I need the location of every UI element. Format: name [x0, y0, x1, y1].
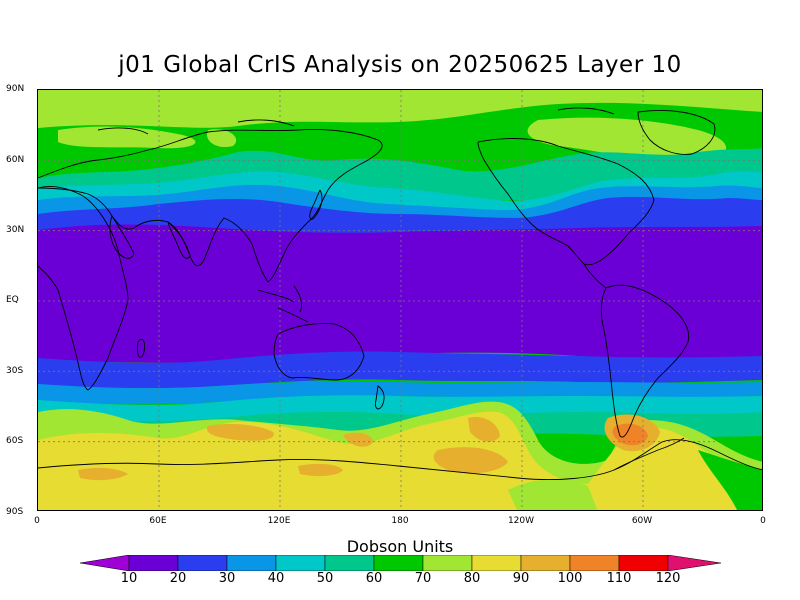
- japan-coast: [309, 189, 323, 220]
- colorbar-swatch-60-70: [373, 555, 424, 571]
- gold-patch-antarctic-b: [78, 467, 128, 481]
- orange-patch-drake: [612, 423, 648, 446]
- tropical-purple-band: [38, 224, 762, 363]
- lon-label-180: 180: [391, 516, 409, 526]
- colorbar-swatch-10-20: [128, 555, 179, 571]
- lat-label-30n: 30N: [6, 225, 25, 235]
- colorbar-swatch-50-60: [324, 555, 375, 571]
- lon-label-60e: 60E: [149, 516, 167, 526]
- lat-label-eq: EQ: [6, 295, 19, 305]
- south-america-coast: [600, 284, 690, 438]
- gold-patch-indian: [207, 424, 274, 441]
- indonesia-coast: [257, 285, 309, 323]
- colorbar-title: Dobson Units: [346, 537, 454, 556]
- lon-label-0-left: 0: [34, 516, 40, 526]
- colorbar-right-arrow: [667, 555, 721, 571]
- antarctic-peninsula-coast: [613, 437, 685, 471]
- ozone-map-svg: [38, 90, 762, 510]
- colorbar-label-80: 80: [463, 571, 481, 586]
- ozone-map: [37, 89, 763, 511]
- lon-label-120e: 120E: [267, 516, 291, 526]
- arctic-lime-region: [38, 90, 762, 128]
- sh-blue-band: [38, 351, 762, 389]
- colorbar-label-90: 90: [512, 571, 530, 586]
- colorbar-left-arrow: [80, 555, 130, 571]
- lat-label-90n: 90N: [6, 84, 25, 94]
- graticule: [38, 90, 762, 510]
- gold-patch-antarctic-a: [298, 463, 343, 477]
- colorbar-swatch-80-90: [471, 555, 522, 571]
- colorbar-label-30: 30: [218, 571, 236, 586]
- sh-lime-gap: [508, 479, 598, 510]
- australia-coast: [273, 323, 365, 381]
- gold-patch-pacific: [468, 416, 500, 442]
- lon-label-60w: 60W: [631, 516, 653, 526]
- colorbar-swatch-70-80: [422, 555, 473, 571]
- colorbar-swatch-110-120: [618, 555, 669, 571]
- arctic-lime-patch-c: [207, 129, 237, 148]
- gold-patch-tasman: [343, 432, 373, 447]
- map-title: j01 Global CrIS Analysis on 20250625 Lay…: [118, 52, 682, 78]
- colorbar-swatch-20-30: [177, 555, 228, 571]
- gold-patch-ross: [433, 447, 508, 474]
- sh-green-gap: [698, 450, 762, 510]
- eurasia-coast: [38, 129, 383, 283]
- arctic-lime-patch-a: [58, 126, 196, 149]
- colorbar-swatch-90-100: [520, 555, 571, 571]
- colorbar-swatch-30-40: [226, 555, 277, 571]
- antarctica-coast: [38, 439, 762, 480]
- lat-label-30s: 30S: [6, 366, 24, 376]
- lat-label-60n: 60N: [6, 155, 25, 165]
- india-coast: [167, 220, 191, 259]
- north-america-coast: [477, 138, 655, 266]
- coastlines: [38, 107, 762, 480]
- colorbar-label-70: 70: [414, 571, 432, 586]
- central-america-coast: [583, 263, 607, 289]
- arabia-coast: [109, 214, 135, 259]
- sh-sky-band: [38, 381, 762, 405]
- lon-label-0-right: 0: [760, 516, 766, 526]
- lat-label-90s: 90S: [6, 507, 24, 517]
- colorbar-label-10: 10: [120, 571, 138, 586]
- colorbar-label-40: 40: [267, 571, 285, 586]
- colorbar-label-60: 60: [365, 571, 383, 586]
- greenland-coast: [637, 110, 716, 155]
- africa-coast: [38, 185, 129, 391]
- new-zealand-coast: [375, 385, 385, 410]
- colorbar-label-120: 120: [655, 571, 681, 586]
- arctic-lime-patch-b: [527, 117, 727, 162]
- colorbar: [80, 555, 721, 571]
- colorbar-label-110: 110: [606, 571, 632, 586]
- lat-label-60s: 60S: [6, 436, 24, 446]
- lon-label-120w: 120W: [507, 516, 535, 526]
- colorbar-label-50: 50: [316, 571, 334, 586]
- madagascar-coast: [137, 338, 145, 358]
- colorbar-swatch-40-50: [275, 555, 326, 571]
- colorbar-swatch-100-110: [569, 555, 620, 571]
- arctic-islands-coast: [97, 107, 615, 135]
- colorbar-label-100: 100: [557, 571, 583, 586]
- colorbar-label-20: 20: [169, 571, 187, 586]
